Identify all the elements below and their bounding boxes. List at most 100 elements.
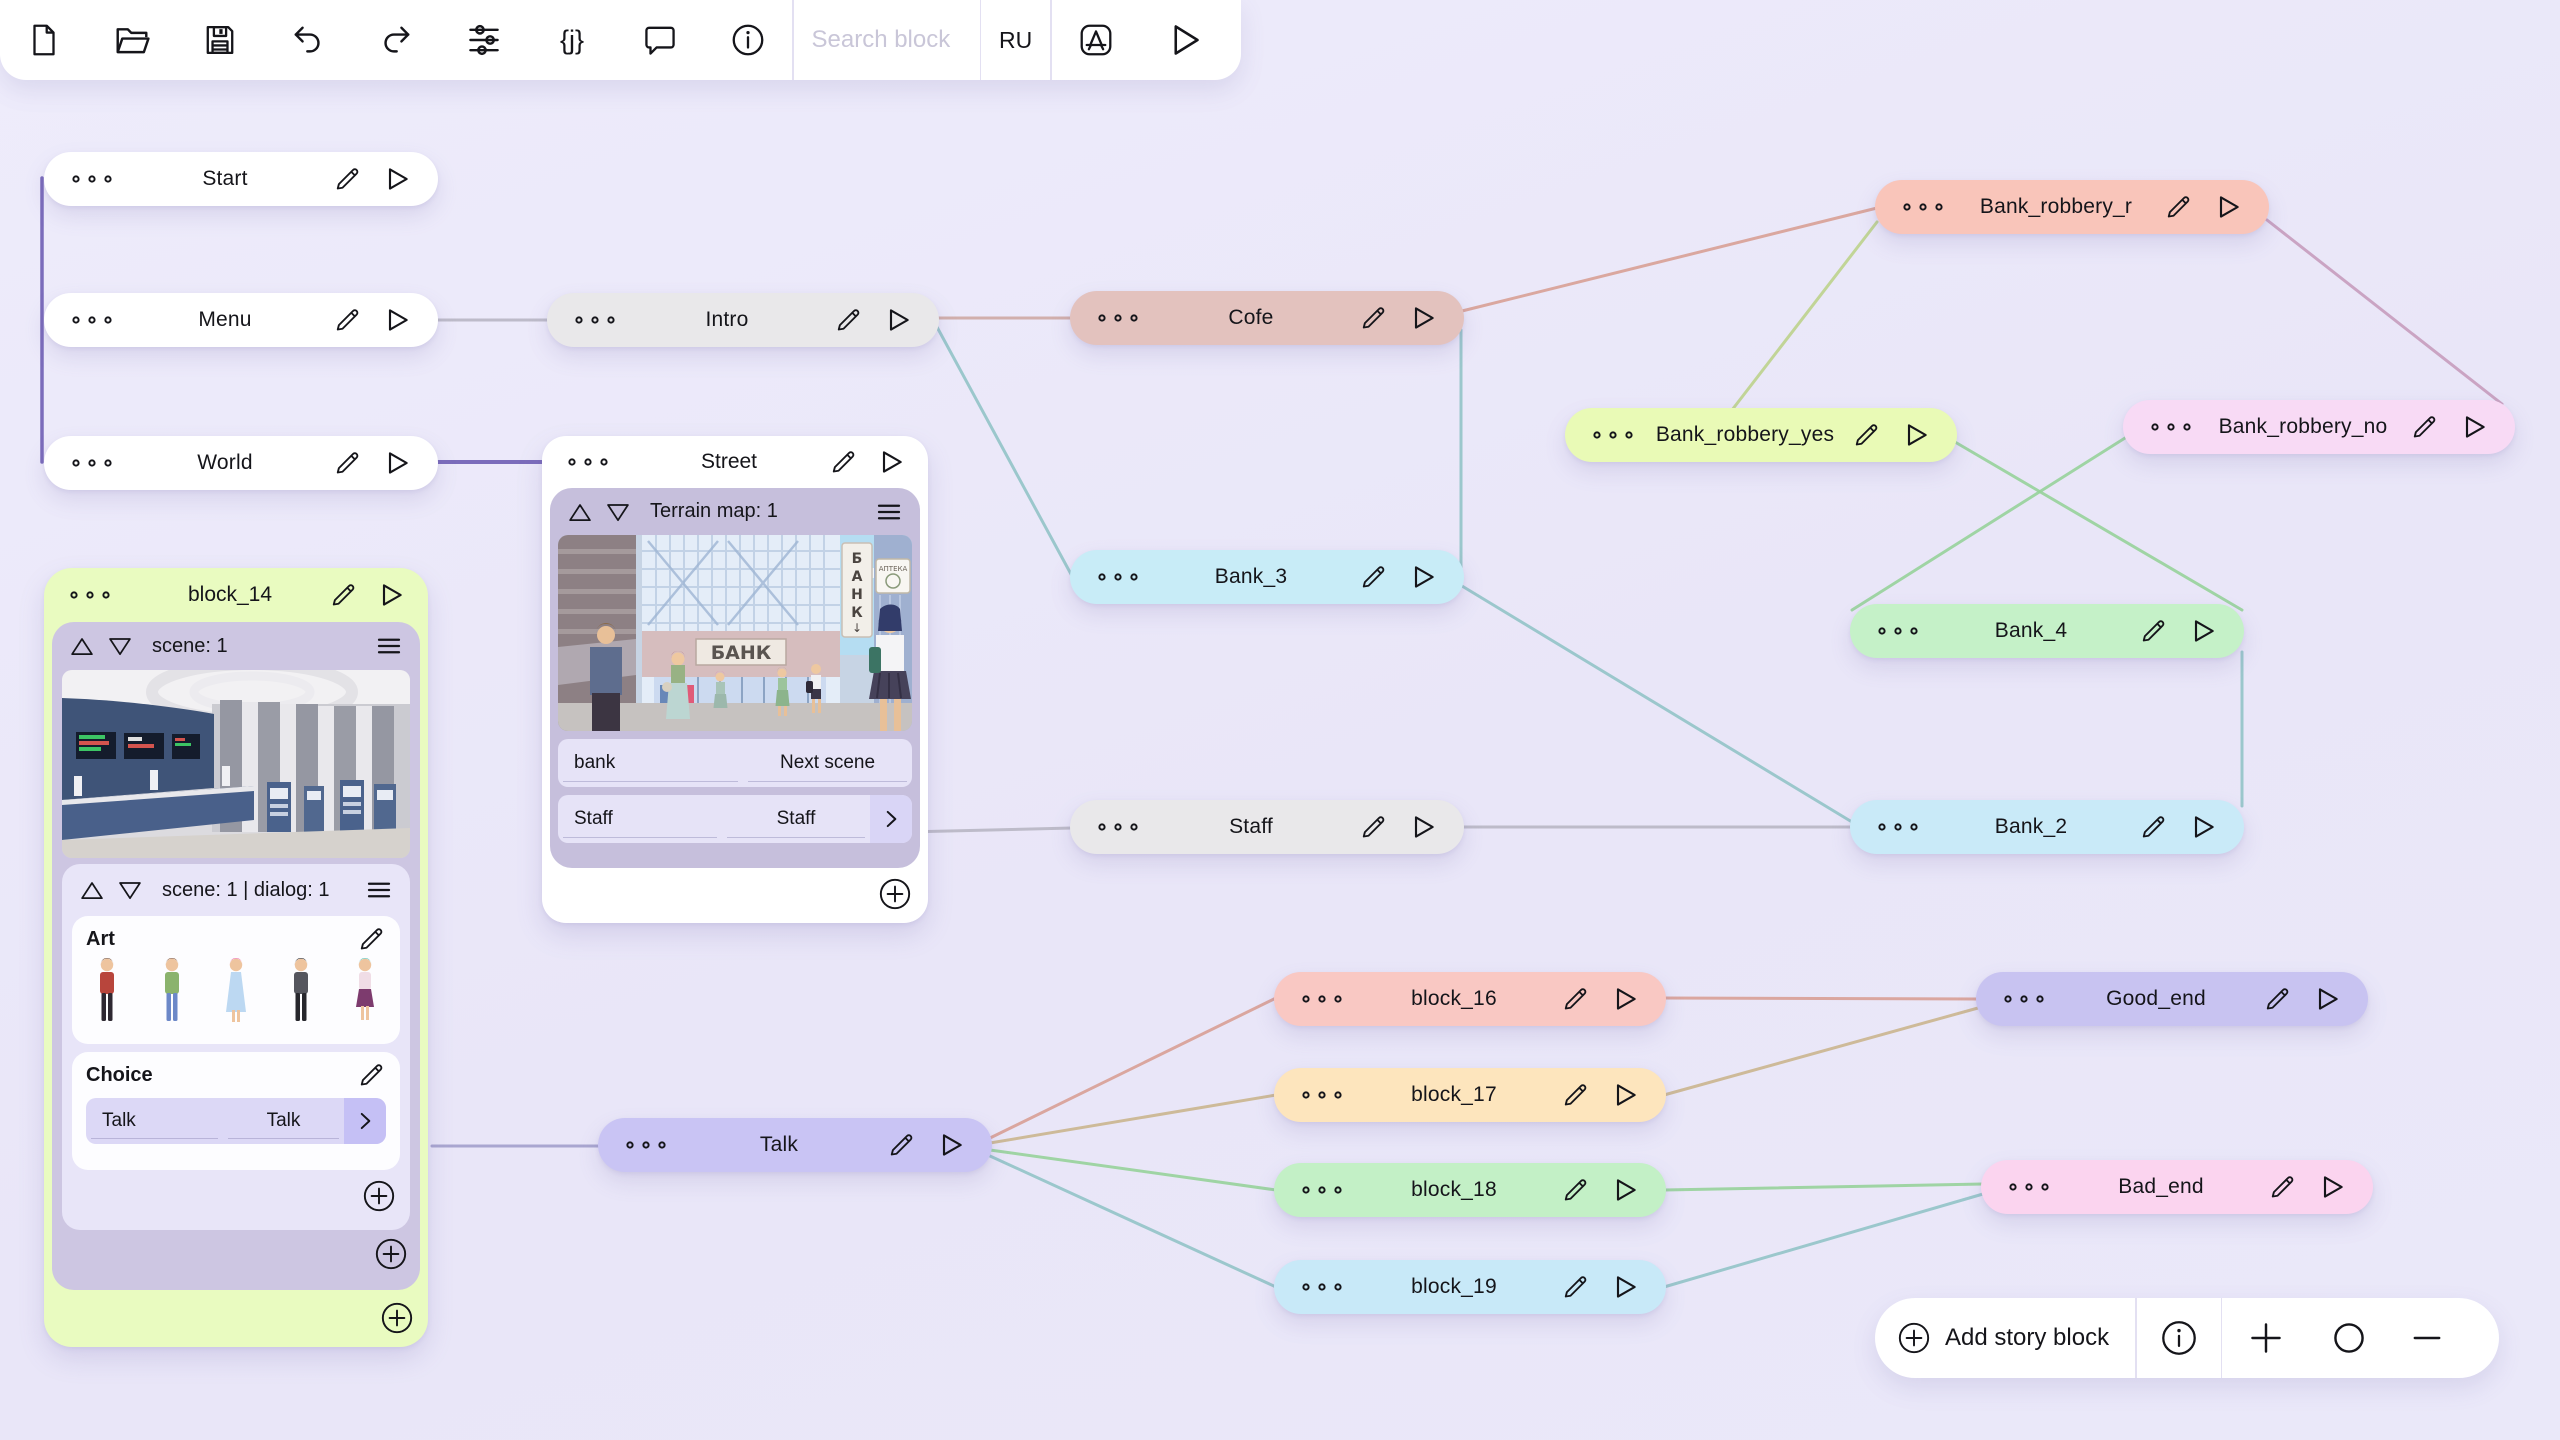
scene-1-thumbnail[interactable] xyxy=(62,670,410,858)
play-icon[interactable] xyxy=(874,446,906,478)
edit-icon[interactable] xyxy=(1560,1272,1590,1302)
app-store-icon[interactable] xyxy=(1052,0,1140,80)
search-input[interactable] xyxy=(809,25,964,55)
story-block-block_17[interactable]: block_17 xyxy=(1274,1068,1666,1122)
block-menu-icon[interactable] xyxy=(1096,822,1144,832)
choice-row[interactable]: Talk Talk xyxy=(86,1098,386,1144)
play-icon[interactable] xyxy=(934,1129,966,1161)
edit-icon[interactable] xyxy=(828,447,858,477)
terrain-key[interactable]: Staff xyxy=(558,795,722,843)
redo-icon[interactable] xyxy=(352,0,440,80)
edit-icon[interactable] xyxy=(328,580,358,610)
block-menu-icon[interactable] xyxy=(1300,1185,1348,1195)
story-block-block_14-expanded[interactable]: block_14 scene: 1 xyxy=(44,568,428,1347)
terrain-link-button[interactable] xyxy=(870,795,912,843)
collapse-up-icon[interactable] xyxy=(78,876,106,904)
terrain-map-thumbnail[interactable]: БАНК Б А Н К ↓ АПТЕКА xyxy=(558,535,912,731)
play-icon[interactable] xyxy=(2315,1171,2347,1203)
art-characters[interactable] xyxy=(86,954,386,1024)
story-block-bank_robbery_r[interactable]: Bank_robbery_r xyxy=(1875,180,2269,234)
play-icon[interactable] xyxy=(2457,411,2489,443)
edit-icon[interactable] xyxy=(833,305,863,335)
block-menu-icon[interactable] xyxy=(2149,422,2197,432)
collapse-down-icon[interactable] xyxy=(604,498,632,526)
story-block-bank_robbery_yes[interactable]: Bank_robbery_yes xyxy=(1565,408,1957,462)
play-icon[interactable] xyxy=(380,447,412,479)
canvas-info-icon[interactable] xyxy=(2137,1318,2221,1358)
edit-icon[interactable] xyxy=(332,448,362,478)
play-icon[interactable] xyxy=(1608,1271,1640,1303)
block-menu-icon[interactable] xyxy=(1096,313,1144,323)
choice-target[interactable]: Talk xyxy=(223,1098,344,1144)
edit-icon[interactable] xyxy=(1358,812,1388,842)
edit-icon[interactable] xyxy=(886,1130,916,1160)
edit-icon[interactable] xyxy=(2267,1172,2297,1202)
block-menu-icon[interactable] xyxy=(70,174,118,184)
add-story-block-icon[interactable] xyxy=(1897,1321,1931,1355)
play-icon[interactable] xyxy=(2186,811,2218,843)
choice-link-button[interactable] xyxy=(344,1098,386,1144)
edit-choice-icon[interactable] xyxy=(356,1060,386,1090)
block-menu-icon[interactable] xyxy=(70,458,118,468)
play-icon[interactable] xyxy=(1406,561,1438,593)
play-icon[interactable] xyxy=(1899,419,1931,451)
story-block-bad_end[interactable]: Bad_end xyxy=(1981,1160,2373,1214)
edit-icon[interactable] xyxy=(1560,1080,1590,1110)
block-menu-icon[interactable] xyxy=(1300,994,1348,1004)
story-block-good_end[interactable]: Good_end xyxy=(1976,972,2368,1026)
story-block-world[interactable]: World xyxy=(44,436,438,490)
play-icon[interactable] xyxy=(1608,983,1640,1015)
zoom-reset-icon[interactable] xyxy=(2310,1319,2388,1357)
terrain-row-bank[interactable]: bank Next scene xyxy=(558,739,912,787)
edit-icon[interactable] xyxy=(332,164,362,194)
add-section-icon[interactable] xyxy=(380,1301,414,1335)
play-icon[interactable] xyxy=(1406,302,1438,334)
edit-icon[interactable] xyxy=(1560,1175,1590,1205)
add-dialog-icon[interactable] xyxy=(362,1179,396,1213)
play-icon[interactable] xyxy=(1608,1174,1640,1206)
story-block-block_18[interactable]: block_18 xyxy=(1274,1163,1666,1217)
story-block-talk[interactable]: Talk xyxy=(598,1118,992,1172)
play-icon[interactable] xyxy=(1406,811,1438,843)
panel-menu-icon[interactable] xyxy=(364,875,394,905)
story-block-start[interactable]: Start xyxy=(44,152,438,206)
collapse-up-icon[interactable] xyxy=(68,632,96,660)
block-menu-icon[interactable] xyxy=(1591,430,1639,440)
story-block-bank_4[interactable]: Bank_4 xyxy=(1850,604,2244,658)
choice-key[interactable]: Talk xyxy=(86,1098,223,1144)
json-braces-icon[interactable]: {j} xyxy=(559,24,585,55)
play-icon[interactable] xyxy=(2310,983,2342,1015)
story-block-street-expanded[interactable]: Street Terrain map: 1 xyxy=(542,436,928,923)
block-menu-icon[interactable] xyxy=(2002,994,2050,1004)
story-block-block_16[interactable]: block_16 xyxy=(1274,972,1666,1026)
play-icon[interactable] xyxy=(881,304,913,336)
edit-icon[interactable] xyxy=(1358,303,1388,333)
terrain-row-staff[interactable]: Staff Staff xyxy=(558,795,912,843)
block-menu-icon[interactable] xyxy=(1300,1282,1348,1292)
character-sprite-woman-teal-hair[interactable] xyxy=(350,956,380,1024)
comment-bubble-icon[interactable] xyxy=(616,0,704,80)
block-menu-icon[interactable] xyxy=(2007,1182,2055,1192)
play-project-icon[interactable] xyxy=(1140,0,1228,80)
terrain-target[interactable]: Next scene xyxy=(743,739,912,787)
story-block-block_19[interactable]: block_19 xyxy=(1274,1260,1666,1314)
block-menu-icon[interactable] xyxy=(624,1140,672,1150)
block-menu-icon[interactable] xyxy=(1876,626,1924,636)
character-sprite-man-black-suit[interactable] xyxy=(286,956,316,1024)
character-sprite-girl-pink-hair[interactable] xyxy=(221,956,251,1024)
block-menu-icon[interactable] xyxy=(70,315,118,325)
add-scene-icon[interactable] xyxy=(374,1237,408,1271)
edit-icon[interactable] xyxy=(2409,412,2439,442)
edit-icon[interactable] xyxy=(1358,562,1388,592)
character-sprite-man-red-shirt[interactable] xyxy=(92,956,122,1024)
info-icon[interactable] xyxy=(704,0,792,80)
story-block-bank_robbery_no[interactable]: Bank_robbery_no xyxy=(2123,400,2515,454)
collapse-down-icon[interactable] xyxy=(106,632,134,660)
block-menu-icon[interactable] xyxy=(1901,202,1949,212)
new-file-icon[interactable] xyxy=(0,0,88,80)
edit-icon[interactable] xyxy=(332,305,362,335)
add-story-block-button[interactable]: Add story block xyxy=(1945,1324,2110,1351)
zoom-in-icon[interactable] xyxy=(2222,1319,2310,1357)
save-icon[interactable] xyxy=(176,0,264,80)
